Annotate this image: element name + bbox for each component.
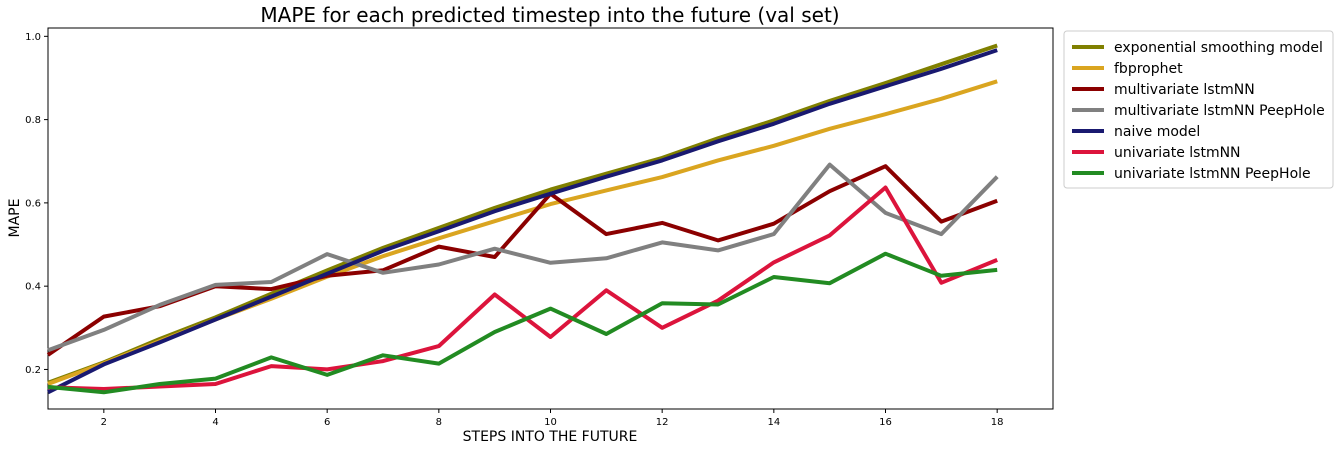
chart-title: MAPE for each predicted timestep into th… <box>260 3 839 27</box>
y-tick-label: 0.4 <box>25 282 41 293</box>
x-tick-label: 12 <box>656 417 669 428</box>
legend-label: multivariate lstmNN <box>1114 82 1255 98</box>
legend-label: exponential smoothing model <box>1114 40 1323 56</box>
y-tick-label: 1.0 <box>25 32 41 43</box>
series-line-2 <box>47 79 998 386</box>
series-line-7 <box>47 251 998 395</box>
series-line-4 <box>47 162 999 353</box>
series-line-5 <box>47 48 998 395</box>
y-tick-label: 0.6 <box>25 198 41 209</box>
legend-label: univariate lstmNN PeepHole <box>1114 166 1311 182</box>
x-tick-label: 4 <box>212 417 218 428</box>
series-line-6 <box>47 185 998 391</box>
x-tick-label: 10 <box>544 417 557 428</box>
y-tick-label: 0.2 <box>25 365 41 376</box>
x-tick-label: 8 <box>436 417 442 428</box>
legend: exponential smoothing model fbprophet mult… <box>1063 30 1334 189</box>
y-axis: 0.2 0.4 0.6 0.8 1.0 <box>25 32 48 376</box>
legend-label: multivariate lstmNN PeepHole <box>1114 103 1325 119</box>
legend-label: naive model <box>1114 124 1200 140</box>
y-tick-label: 0.8 <box>25 115 41 126</box>
x-axis-label: STEPS INTO THE FUTURE <box>463 429 638 445</box>
x-tick-label: 6 <box>324 417 330 428</box>
legend-box <box>1063 30 1334 189</box>
legend-label: fbprophet <box>1114 61 1183 77</box>
legend-items: exponential smoothing model fbprophet mult… <box>1072 40 1325 182</box>
x-axis: 2 4 6 8 10 12 14 16 18 <box>101 409 1004 428</box>
y-axis-label: MAPE <box>7 199 23 238</box>
x-tick-label: 16 <box>879 417 892 428</box>
x-tick-label: 18 <box>991 417 1004 428</box>
legend-label: univariate lstmNN <box>1114 145 1241 161</box>
series-layer <box>46 43 999 395</box>
x-tick-label: 14 <box>767 417 780 428</box>
x-tick-label: 2 <box>101 417 107 428</box>
